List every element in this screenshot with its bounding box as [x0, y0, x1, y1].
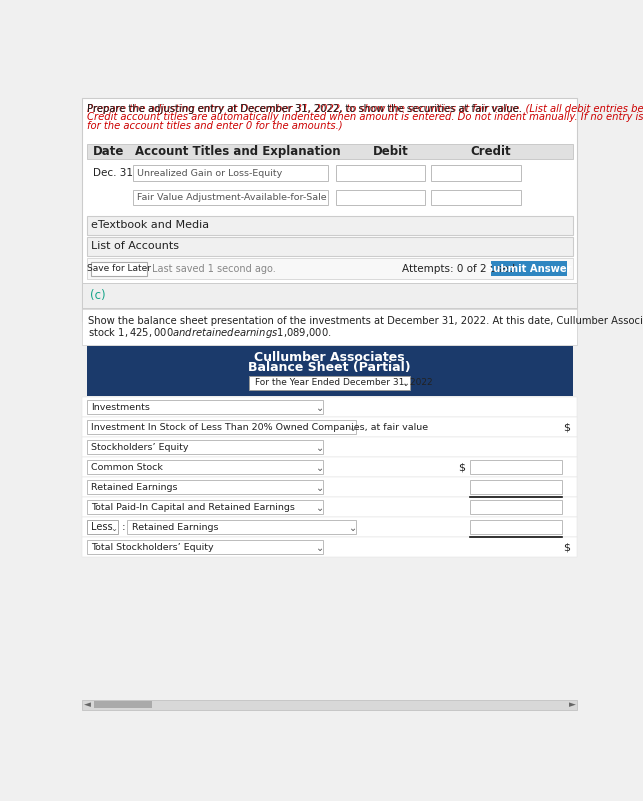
- FancyBboxPatch shape: [82, 517, 577, 537]
- Text: Credit: Credit: [471, 145, 511, 158]
- FancyBboxPatch shape: [470, 461, 561, 474]
- Text: Less: Less: [91, 522, 113, 533]
- FancyBboxPatch shape: [87, 421, 356, 434]
- FancyBboxPatch shape: [87, 258, 572, 280]
- FancyBboxPatch shape: [87, 521, 118, 534]
- Text: ⌄: ⌄: [316, 543, 324, 553]
- Text: Retained Earnings: Retained Earnings: [91, 483, 177, 492]
- FancyBboxPatch shape: [249, 376, 410, 390]
- FancyBboxPatch shape: [87, 216, 572, 235]
- Text: Date: Date: [93, 145, 124, 158]
- Text: for the account titles and enter 0 for the amounts.): for the account titles and enter 0 for t…: [87, 121, 342, 131]
- FancyBboxPatch shape: [127, 521, 356, 534]
- Text: ◄: ◄: [84, 700, 91, 710]
- Text: Total Stockholders’ Equity: Total Stockholders’ Equity: [91, 543, 214, 552]
- Text: ►: ►: [569, 700, 576, 710]
- FancyBboxPatch shape: [82, 98, 577, 321]
- Text: ⌄: ⌄: [316, 443, 324, 453]
- Text: Dec. 31: Dec. 31: [93, 168, 132, 178]
- Text: $: $: [458, 462, 466, 473]
- Text: Cullumber Associates: Cullumber Associates: [254, 352, 405, 364]
- Text: ⌄: ⌄: [111, 524, 118, 533]
- Text: For the Year Ended December 31, 2022: For the Year Ended December 31, 2022: [255, 378, 433, 388]
- Text: Save for Later: Save for Later: [87, 264, 151, 273]
- Text: Credit account titles are automatically indented when amount is entered. Do not : Credit account titles are automatically …: [87, 112, 643, 123]
- Text: Common Stock: Common Stock: [91, 463, 163, 472]
- FancyBboxPatch shape: [431, 166, 521, 181]
- FancyBboxPatch shape: [87, 400, 323, 414]
- Text: Fair Value Adjustment-Available-for-Sale: Fair Value Adjustment-Available-for-Sale: [137, 193, 327, 203]
- Text: Retained Earnings: Retained Earnings: [132, 523, 218, 532]
- Text: :: :: [122, 522, 125, 533]
- Text: Stockholders’ Equity: Stockholders’ Equity: [91, 443, 189, 452]
- Text: ⌄: ⌄: [316, 403, 324, 413]
- FancyBboxPatch shape: [95, 702, 152, 708]
- Text: Balance Sheet (Partial): Balance Sheet (Partial): [248, 361, 411, 374]
- FancyBboxPatch shape: [133, 166, 329, 181]
- Text: (c): (c): [89, 289, 105, 302]
- FancyBboxPatch shape: [470, 521, 561, 534]
- FancyBboxPatch shape: [87, 541, 323, 554]
- FancyBboxPatch shape: [87, 237, 572, 256]
- Text: ⌄: ⌄: [316, 463, 324, 473]
- Text: Investments: Investments: [91, 403, 150, 412]
- Text: Total Paid-In Capital and Retained Earnings: Total Paid-In Capital and Retained Earni…: [91, 503, 295, 512]
- Text: Prepare the adjusting entry at December 31, 2022, to show the securities at fair: Prepare the adjusting entry at December …: [87, 104, 525, 114]
- FancyBboxPatch shape: [82, 457, 577, 477]
- FancyBboxPatch shape: [82, 537, 577, 557]
- FancyBboxPatch shape: [82, 497, 577, 517]
- FancyBboxPatch shape: [82, 397, 577, 417]
- FancyBboxPatch shape: [431, 190, 521, 206]
- FancyBboxPatch shape: [87, 346, 572, 396]
- Text: Unrealized Gain or Loss-Equity: Unrealized Gain or Loss-Equity: [137, 169, 282, 178]
- FancyBboxPatch shape: [336, 190, 425, 206]
- FancyBboxPatch shape: [336, 166, 425, 181]
- Text: ⌄: ⌄: [349, 423, 358, 433]
- Text: Prepare the adjusting entry at December 31, 2022, to show the securities at fair: Prepare the adjusting entry at December …: [87, 104, 643, 114]
- Text: ⌄: ⌄: [316, 503, 324, 513]
- Text: ⌄: ⌄: [316, 483, 324, 493]
- Text: Attempts: 0 of 2 used: Attempts: 0 of 2 used: [402, 264, 515, 274]
- FancyBboxPatch shape: [470, 501, 561, 514]
- Text: $: $: [563, 542, 570, 553]
- FancyBboxPatch shape: [82, 284, 577, 308]
- FancyBboxPatch shape: [133, 190, 329, 206]
- Text: stock $1,425,000 and retained earnings $1,089,000.: stock $1,425,000 and retained earnings $…: [88, 326, 332, 340]
- FancyBboxPatch shape: [87, 144, 572, 159]
- FancyBboxPatch shape: [91, 262, 147, 276]
- FancyBboxPatch shape: [82, 700, 577, 710]
- FancyBboxPatch shape: [82, 417, 577, 437]
- Text: Debit: Debit: [372, 145, 408, 158]
- Text: Show the balance sheet presentation of the investments at December 31, 2022. At : Show the balance sheet presentation of t…: [88, 316, 643, 326]
- FancyBboxPatch shape: [87, 441, 323, 454]
- FancyBboxPatch shape: [82, 309, 577, 344]
- FancyBboxPatch shape: [87, 461, 323, 474]
- Text: List of Accounts: List of Accounts: [91, 241, 179, 252]
- FancyBboxPatch shape: [82, 437, 577, 457]
- Text: Submit Answer: Submit Answer: [486, 264, 572, 274]
- FancyBboxPatch shape: [470, 481, 561, 494]
- Text: ⌄: ⌄: [403, 378, 410, 388]
- Text: Last saved 1 second ago.: Last saved 1 second ago.: [152, 264, 276, 274]
- FancyBboxPatch shape: [87, 481, 323, 494]
- Text: ⌄: ⌄: [349, 523, 357, 533]
- Text: Investment In Stock of Less Than 20% Owned Companies, at fair value: Investment In Stock of Less Than 20% Own…: [91, 423, 428, 432]
- Text: $: $: [563, 422, 570, 433]
- FancyBboxPatch shape: [87, 501, 323, 514]
- Text: Account Titles and Explanation: Account Titles and Explanation: [134, 145, 340, 158]
- Text: eTextbook and Media: eTextbook and Media: [91, 220, 210, 231]
- FancyBboxPatch shape: [491, 261, 567, 276]
- FancyBboxPatch shape: [82, 477, 577, 497]
